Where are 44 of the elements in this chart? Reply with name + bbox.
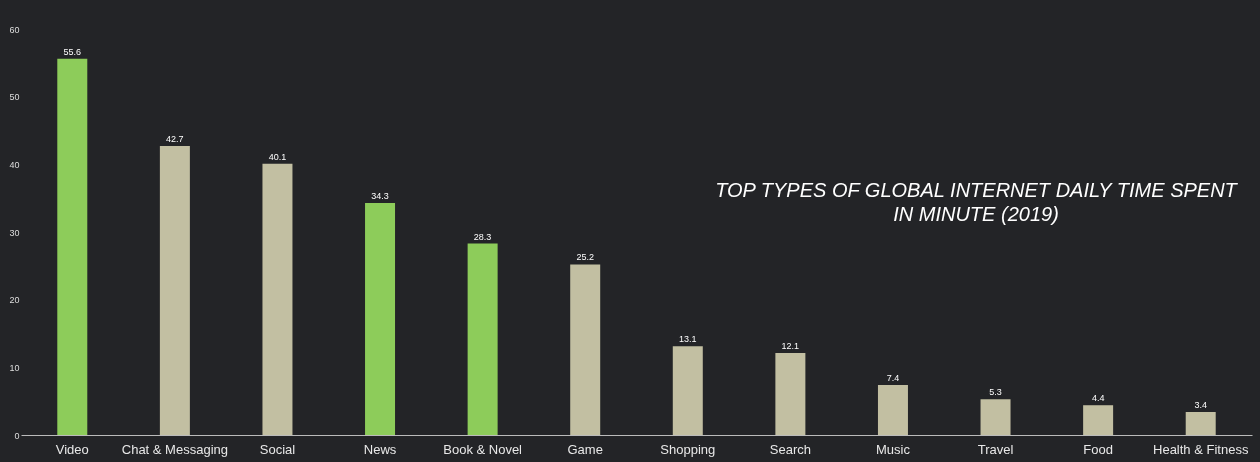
data-label: 12.1	[781, 341, 800, 352]
bar	[570, 264, 601, 435]
data-label: 5.3	[989, 387, 1002, 398]
x-tick-label: Travel	[977, 441, 1014, 457]
x-tick-label: Book & Novel	[443, 441, 523, 457]
bar	[1185, 411, 1216, 435]
x-tick-label: Game	[567, 441, 603, 457]
x-tick-label: Food	[1083, 441, 1113, 457]
y-tick-label: 40	[9, 159, 20, 170]
data-label: 42.7	[166, 134, 184, 145]
data-label: 34.3	[371, 190, 389, 201]
bar	[159, 146, 190, 435]
y-tick-label: 30	[9, 227, 20, 238]
y-tick-label: 50	[9, 92, 20, 103]
bar	[365, 202, 396, 435]
x-tick-label: Music	[875, 441, 911, 457]
data-label: 3.4	[1194, 399, 1207, 410]
text: TOP TYPES OF GLOBAL INTERNET DAILY TIME SPENT IN MINUTE (2019)	[715, 179, 1239, 225]
data-label: 25.2	[576, 252, 594, 263]
bar	[262, 163, 293, 435]
data-label: 13.1	[679, 334, 697, 345]
x-tick-label: Health & Fitness	[1153, 441, 1249, 457]
bar	[980, 399, 1011, 435]
bar	[775, 353, 806, 435]
data-label: 4.4	[1091, 393, 1105, 404]
x-tick-label: Chat & Messaging	[121, 441, 228, 457]
data-label: 28.3	[473, 231, 492, 242]
bar	[672, 346, 703, 435]
bar	[467, 243, 498, 435]
bar	[57, 58, 88, 435]
data-label: 7.4	[886, 372, 900, 383]
y-tick-label: 0	[14, 430, 20, 441]
x-tick-label: Social	[259, 441, 296, 457]
y-tick-label: 20	[9, 295, 20, 306]
x-tick-label: News	[363, 441, 397, 457]
y-tick-label: 10	[9, 362, 20, 373]
x-tick-label: Shopping	[660, 441, 716, 457]
x-tick-label: Video	[55, 441, 89, 457]
y-tick-label: 60	[9, 24, 20, 35]
bar	[1083, 405, 1114, 435]
data-label: 40.1	[268, 151, 287, 162]
data-label: 55.6	[63, 46, 82, 57]
bar	[877, 384, 908, 435]
x-tick-label: Search	[769, 441, 811, 457]
